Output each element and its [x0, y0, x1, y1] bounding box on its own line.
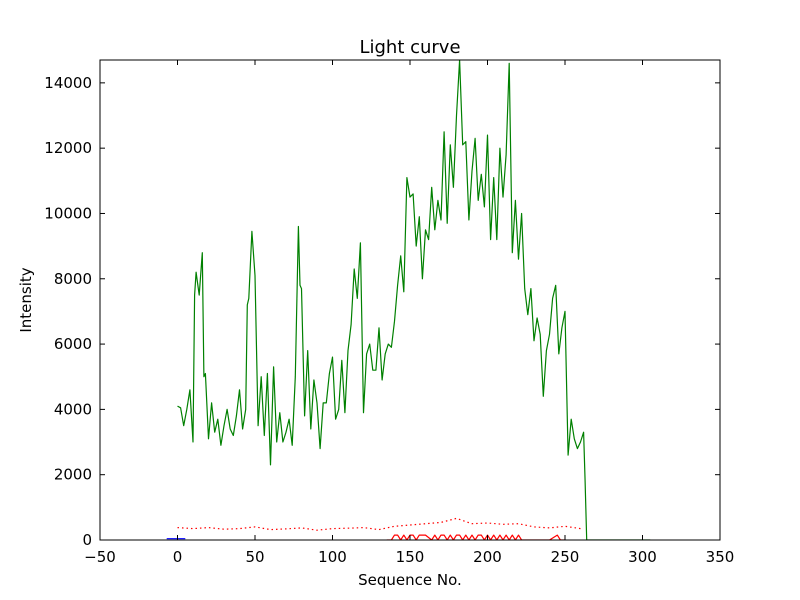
series-line-2 [177, 517, 581, 531]
x-tick-label: 250 [551, 548, 580, 566]
series-line-3 [386, 534, 565, 540]
x-tick-label: 200 [473, 548, 502, 566]
y-axis: 0 2000 4000 6000 8000 10000 12000 14000 [44, 74, 720, 549]
y-tick-label: 0 [82, 531, 92, 549]
x-axis-label: Sequence No. [358, 571, 462, 589]
y-tick-label: 2000 [54, 466, 92, 484]
x-tick-label: 100 [318, 548, 347, 566]
y-axis-label: Intensity [17, 267, 35, 332]
y-tick-label: 8000 [54, 270, 92, 288]
series-layer [166, 60, 651, 540]
series-line-1 [177, 60, 651, 540]
x-tick-label: 50 [245, 548, 264, 566]
y-tick-label: 4000 [54, 400, 92, 418]
y-tick-label: 14000 [44, 74, 92, 92]
x-axis: −50 0 50 100 150 200 250 300 350 [84, 60, 734, 566]
y-tick-label: 10000 [44, 204, 92, 222]
y-tick-label: 6000 [54, 335, 92, 353]
x-tick-label: 0 [173, 548, 183, 566]
y-tick-label: 12000 [44, 139, 92, 157]
x-tick-label: 150 [396, 548, 425, 566]
x-tick-label: 350 [706, 548, 735, 566]
x-tick-label: 300 [628, 548, 657, 566]
chart-title: Light curve [359, 37, 460, 58]
x-tick-label: −50 [84, 548, 116, 566]
